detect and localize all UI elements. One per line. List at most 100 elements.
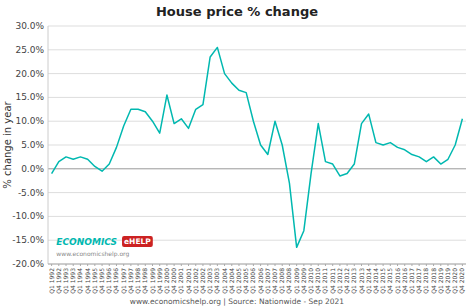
x-tick-label: Q4 2001 xyxy=(185,268,192,294)
x-tick-label: Q4 1996 xyxy=(112,268,119,294)
grid xyxy=(48,26,466,264)
x-tick-label: Q1 1997 xyxy=(120,268,127,294)
x-tick xyxy=(289,264,290,266)
grid-line xyxy=(48,26,466,27)
x-tick xyxy=(174,264,175,266)
x-tick-label: Q1 2004 xyxy=(221,268,228,294)
x-tick-label: Q4 1995 xyxy=(98,268,105,294)
x-axis xyxy=(48,264,466,265)
x-tick-label: Q4 2011 xyxy=(329,268,336,294)
x-tick-label: Q1 2009 xyxy=(293,268,300,294)
x-tick xyxy=(238,264,239,266)
x-tick xyxy=(73,264,74,266)
x-tick-label: Q4 2010 xyxy=(314,268,321,294)
x-tick-label: Q1 2006 xyxy=(249,268,256,294)
x-tick-label: Q4 1997 xyxy=(127,268,134,294)
x-tick-label: Q4 2020 xyxy=(458,268,465,294)
x-tick xyxy=(303,264,304,266)
x-tick-label: Q1 2015 xyxy=(379,268,386,294)
x-tick-label: Q1 2005 xyxy=(235,268,242,294)
x-tick xyxy=(282,264,283,266)
x-tick-label: Q4 2019 xyxy=(444,268,451,294)
x-tick-label: Q4 2007 xyxy=(271,268,278,294)
x-tick-label: Q1 2002 xyxy=(192,268,199,294)
grid-line xyxy=(48,49,466,50)
y-tick-label: 25.0% xyxy=(15,45,44,55)
x-tick-label: Q1 2017 xyxy=(408,268,415,294)
x-tick-label: Q4 2002 xyxy=(199,268,206,294)
grid-line xyxy=(48,192,466,193)
x-tick-label: Q4 1998 xyxy=(141,268,148,294)
x-tick xyxy=(267,264,268,266)
x-tick xyxy=(404,264,405,266)
footer: www.economicshelp.org | Source: Nationwi… xyxy=(130,297,345,306)
x-tick-label: Q1 2003 xyxy=(206,268,213,294)
y-tick-label: 20.0% xyxy=(15,69,44,79)
x-tick xyxy=(66,264,67,266)
x-tick xyxy=(253,264,254,266)
x-tick xyxy=(152,264,153,266)
x-tick xyxy=(275,264,276,266)
x-tick-label: Q1 2014 xyxy=(365,268,372,294)
x-tick xyxy=(419,264,420,266)
x-tick-label: Q1 1992 xyxy=(48,268,55,294)
grid-line xyxy=(48,216,466,217)
line xyxy=(52,47,463,247)
x-tick xyxy=(80,264,81,266)
logo-badge xyxy=(122,236,153,247)
x-tick xyxy=(455,264,456,266)
y-axis xyxy=(48,26,49,264)
x-tick xyxy=(202,264,203,266)
x-tick-label: Q4 2017 xyxy=(415,268,422,294)
x-tick xyxy=(130,264,131,266)
x-tick xyxy=(383,264,384,266)
x-tick-label: Q4 2006 xyxy=(257,268,264,294)
x-tick xyxy=(217,264,218,266)
grid-line xyxy=(48,264,466,265)
x-tick xyxy=(347,264,348,266)
x-tick-label: Q1 2013 xyxy=(350,268,357,294)
x-tick-label: Q4 1999 xyxy=(156,268,163,294)
x-tick-label: Q1 2000 xyxy=(163,268,170,294)
logo-subtext: www.economicshelp.org xyxy=(56,250,129,258)
x-tick-label: Q1 1994 xyxy=(76,268,83,294)
x-tick xyxy=(397,264,398,266)
x-tick xyxy=(354,264,355,266)
x-tick-label: Q1 1998 xyxy=(134,268,141,294)
x-tick xyxy=(94,264,95,266)
x-tick-label: Q4 2000 xyxy=(170,268,177,294)
x-tick xyxy=(102,264,103,266)
x-tick-label: Q1 2007 xyxy=(264,268,271,294)
x-tick xyxy=(361,264,362,266)
x-tick-label: Q4 2018 xyxy=(430,268,437,294)
x-tick-label: Q1 2018 xyxy=(422,268,429,294)
grid-line xyxy=(48,73,466,74)
x-tick xyxy=(116,264,117,266)
logo-badge-text: eHELP xyxy=(124,237,151,246)
zero-line xyxy=(48,168,466,169)
y-tick-label: 30.0% xyxy=(15,21,44,31)
x-tick xyxy=(433,264,434,266)
y-tick-label: 15.0% xyxy=(15,92,44,102)
x-tick xyxy=(339,264,340,266)
x-tick xyxy=(332,264,333,266)
x-tick xyxy=(181,264,182,266)
y-tick-label: 0.0% xyxy=(21,164,44,174)
chart: House price % change-20.0%-15.0%-10.0%-5… xyxy=(0,0,474,307)
x-tick xyxy=(318,264,319,266)
x-tick xyxy=(210,264,211,266)
x-tick-label: Q1 1995 xyxy=(91,268,98,294)
x-tick-label: Q4 2016 xyxy=(401,268,408,294)
x-tick-label: Q1 2020 xyxy=(451,268,458,294)
y-tick-label: 10.0% xyxy=(15,116,44,126)
x-tick-label: Q1 1996 xyxy=(105,268,112,294)
x-tick-label: Q1 2001 xyxy=(177,268,184,294)
y-tick-label: -5.0% xyxy=(18,188,45,198)
logo-text: ECONOMICS xyxy=(56,237,117,247)
x-tick-label: Q1 1999 xyxy=(149,268,156,294)
x-tick xyxy=(58,264,59,266)
x-tick-label: Q4 1992 xyxy=(55,268,62,294)
x-tick xyxy=(166,264,167,266)
x-tick xyxy=(246,264,247,266)
x-ticks: Q1 1992Q4 1992Q1 1993Q4 1993Q1 1994Q4 19… xyxy=(48,264,466,294)
